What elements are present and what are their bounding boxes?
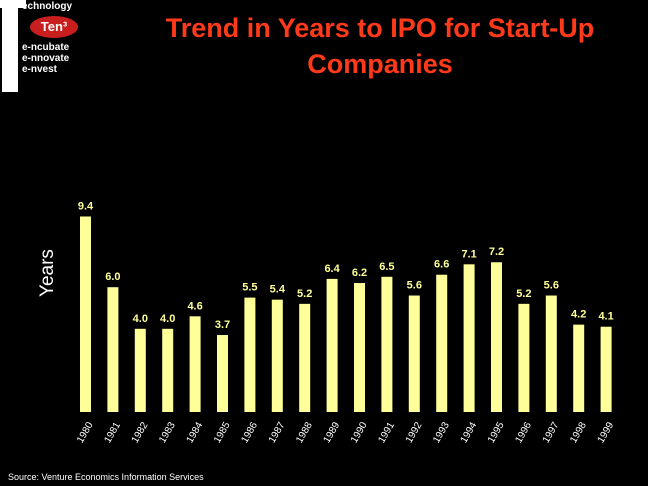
bar-1988 [299, 303, 311, 412]
x-tick-1985: 1985 [212, 420, 233, 445]
x-tick-1994: 1994 [459, 420, 480, 445]
bar-1990 [354, 283, 365, 412]
bar-1993 [436, 274, 448, 412]
bar-1998 [573, 324, 585, 412]
source-note: Source: Venture Economics Information Se… [8, 472, 204, 482]
bar-1995 [491, 262, 502, 412]
logo-line-encubate: e-ncubate [22, 42, 70, 53]
x-tick-1988: 1988 [294, 420, 315, 445]
value-label-1981: 6.0 [105, 271, 120, 283]
x-tick-1993: 1993 [431, 420, 452, 445]
value-label-1998: 4.2 [571, 309, 586, 321]
x-tick-1992: 1992 [404, 420, 425, 445]
value-label-1980: 9.4 [78, 200, 94, 212]
bar-1986 [244, 297, 256, 412]
bar-1985 [217, 335, 228, 412]
x-tick-1997: 1997 [541, 420, 562, 445]
bar-1994 [463, 264, 475, 412]
chart-title: Trend in Years to IPO for Start-Up Compa… [165, 13, 595, 79]
value-label-1996: 5.2 [516, 288, 531, 300]
bar-1980 [80, 216, 91, 412]
value-label-1995: 7.2 [489, 246, 504, 258]
x-tick-1995: 1995 [486, 420, 507, 445]
bar-1984 [189, 316, 201, 412]
bar-1987 [271, 299, 283, 412]
x-tick-1990: 1990 [349, 420, 370, 445]
bar-1999 [600, 326, 612, 412]
bar-1996 [518, 303, 530, 412]
value-label-1992: 5.6 [407, 280, 422, 292]
value-label-1982: 4.0 [133, 313, 148, 325]
logo: echnology Ten³ e-ncubate e-nnovate e-nve… [0, 0, 118, 92]
x-tick-1987: 1987 [267, 420, 288, 445]
bar-1991 [381, 276, 393, 412]
bar-1997 [545, 295, 557, 412]
value-label-1997: 5.6 [544, 280, 559, 292]
x-tick-1981: 1981 [102, 420, 123, 445]
logo-t-letter [0, 0, 26, 92]
logo-line-envest: e-nvest [22, 64, 58, 75]
x-tick-1983: 1983 [157, 420, 178, 445]
value-label-1994: 7.1 [461, 248, 476, 260]
value-label-1988: 5.2 [297, 288, 312, 300]
x-tick-1991: 1991 [376, 420, 397, 445]
logo-line-ennovate: e-nnovate [22, 53, 70, 64]
x-tick-1999: 1999 [596, 420, 617, 445]
bar-1989 [326, 278, 338, 412]
logo-ten-badge: Ten³ [28, 14, 80, 40]
value-label-1986: 5.5 [242, 282, 257, 294]
value-label-1983: 4.0 [160, 313, 175, 325]
value-label-1990: 6.2 [352, 267, 367, 279]
bar-1983 [162, 328, 174, 412]
x-tick-1980: 1980 [75, 420, 96, 445]
bar-1981 [107, 287, 119, 412]
x-tick-1989: 1989 [322, 420, 343, 445]
value-label-1985: 3.7 [215, 319, 230, 331]
x-tick-1986: 1986 [239, 420, 260, 445]
bar-1982 [134, 328, 146, 412]
value-label-1989: 6.4 [324, 263, 340, 275]
bar-1992 [408, 295, 420, 412]
x-tick-1996: 1996 [513, 420, 534, 445]
x-tick-1998: 1998 [568, 420, 589, 445]
logo-line-technology: echnology [22, 1, 73, 12]
value-label-1991: 6.5 [379, 261, 394, 273]
x-tick-1982: 1982 [130, 420, 151, 445]
value-label-1993: 6.6 [434, 259, 449, 271]
value-label-1987: 5.4 [270, 284, 286, 296]
value-label-1984: 4.6 [187, 300, 202, 312]
x-tick-1984: 1984 [185, 420, 206, 445]
value-label-1999: 4.1 [598, 311, 613, 323]
